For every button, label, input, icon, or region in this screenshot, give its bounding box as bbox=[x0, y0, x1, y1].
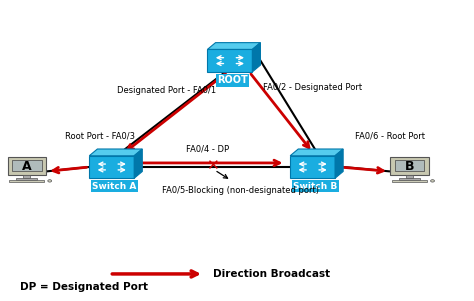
FancyBboxPatch shape bbox=[16, 178, 37, 180]
Polygon shape bbox=[335, 149, 343, 178]
FancyBboxPatch shape bbox=[8, 157, 46, 175]
FancyBboxPatch shape bbox=[394, 160, 425, 171]
FancyBboxPatch shape bbox=[392, 180, 427, 182]
Text: FA0/4 - DP: FA0/4 - DP bbox=[186, 145, 229, 154]
Text: Root Port - FA0/3: Root Port - FA0/3 bbox=[65, 131, 135, 140]
FancyBboxPatch shape bbox=[23, 175, 30, 178]
Text: FA0/2 - Designated Port: FA0/2 - Designated Port bbox=[263, 83, 362, 92]
Text: DP = Designated Port: DP = Designated Port bbox=[19, 282, 147, 293]
Circle shape bbox=[48, 180, 52, 182]
Polygon shape bbox=[290, 149, 343, 156]
FancyBboxPatch shape bbox=[390, 157, 428, 175]
Text: FA0/6 - Root Port: FA0/6 - Root Port bbox=[355, 131, 425, 140]
FancyBboxPatch shape bbox=[12, 160, 42, 171]
Polygon shape bbox=[89, 149, 142, 156]
FancyBboxPatch shape bbox=[406, 175, 413, 178]
FancyBboxPatch shape bbox=[9, 180, 44, 182]
Text: FA0/5-Blocking (non-designated port): FA0/5-Blocking (non-designated port) bbox=[162, 186, 319, 195]
Text: B: B bbox=[405, 160, 414, 172]
Polygon shape bbox=[208, 49, 252, 72]
Text: Switch B: Switch B bbox=[293, 182, 337, 191]
Circle shape bbox=[430, 180, 435, 182]
Polygon shape bbox=[89, 156, 134, 178]
Polygon shape bbox=[290, 156, 335, 178]
Text: Direction Broadcast: Direction Broadcast bbox=[213, 269, 330, 279]
Polygon shape bbox=[134, 149, 142, 178]
Text: Switch A: Switch A bbox=[92, 182, 137, 191]
Polygon shape bbox=[208, 43, 260, 49]
FancyBboxPatch shape bbox=[399, 178, 420, 180]
Text: A: A bbox=[22, 160, 31, 172]
Polygon shape bbox=[252, 43, 260, 72]
Text: ✕: ✕ bbox=[206, 158, 219, 173]
Text: ROOT: ROOT bbox=[217, 76, 248, 85]
Text: Designated Port - FA0/1: Designated Port - FA0/1 bbox=[117, 86, 216, 95]
